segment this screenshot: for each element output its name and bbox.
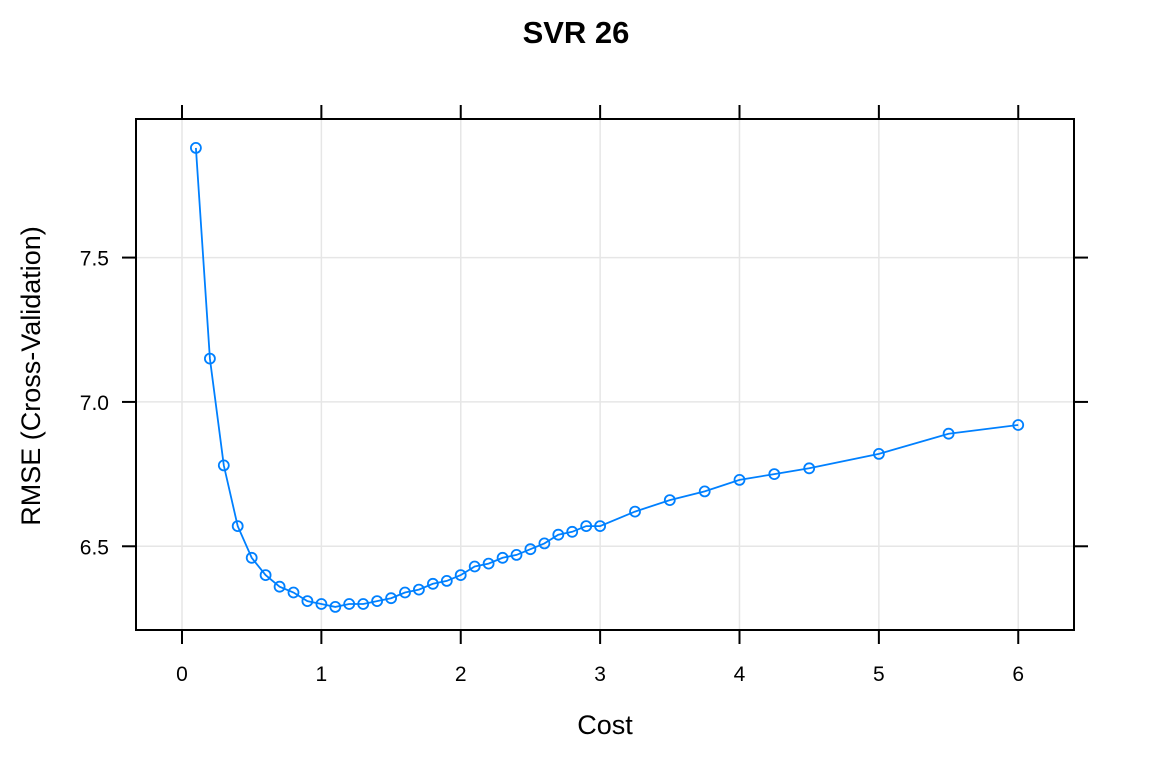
x-tick-label: 3 <box>594 663 606 686</box>
data-point <box>698 485 711 498</box>
x-tick-label: 0 <box>176 663 188 686</box>
x-tick-label: 6 <box>1012 663 1024 686</box>
data-point <box>343 598 356 610</box>
series-layer <box>189 141 1025 613</box>
data-point <box>426 577 439 590</box>
data-point <box>1012 419 1025 431</box>
data-point <box>942 427 955 440</box>
data-point <box>482 557 495 570</box>
data-point <box>733 473 746 486</box>
y-tick-label: 6.5 <box>80 536 109 559</box>
data-point <box>768 468 781 481</box>
tick-labels: 0 1 2 3 4 5 6 6.5 7.0 7.5 <box>80 248 1024 686</box>
axis-ticks <box>122 105 1088 644</box>
grid-lines <box>136 119 1074 630</box>
data-point <box>412 583 425 596</box>
chart-title: SVR 26 <box>523 15 630 50</box>
data-point <box>231 520 244 532</box>
data-point <box>496 551 509 564</box>
data-point <box>273 580 286 593</box>
x-tick-label: 2 <box>455 663 467 686</box>
data-point <box>468 560 481 573</box>
data-point <box>873 447 885 460</box>
data-point <box>399 586 411 599</box>
data-point <box>580 520 593 532</box>
data-point <box>552 528 565 541</box>
data-point <box>803 462 816 475</box>
data-point <box>301 595 314 607</box>
data-point <box>440 575 453 587</box>
data-point <box>371 595 384 607</box>
data-point <box>259 569 272 581</box>
data-point <box>663 494 676 507</box>
data-point <box>217 459 230 472</box>
data-point <box>315 598 328 610</box>
data-point <box>287 586 300 599</box>
data-point <box>594 520 606 532</box>
series-line <box>195 147 1019 608</box>
data-point <box>385 592 398 605</box>
data-point <box>357 598 370 610</box>
data-point <box>189 141 202 154</box>
data-point <box>566 525 579 538</box>
x-tick-label: 4 <box>734 663 746 686</box>
y-tick-label: 7.0 <box>80 392 109 415</box>
data-point <box>245 551 258 564</box>
x-tick-label: 5 <box>873 663 885 686</box>
data-point <box>524 543 537 556</box>
data-point <box>329 601 342 613</box>
x-axis-label: Cost <box>577 710 633 740</box>
y-axis-label: RMSE (Cross-Validation) <box>16 226 46 526</box>
plot-frame <box>135 118 1075 631</box>
data-point <box>538 537 551 550</box>
y-tick-label: 7.5 <box>80 248 109 271</box>
x-tick-label: 1 <box>316 663 328 686</box>
data-point <box>629 505 641 518</box>
data-point <box>510 549 523 561</box>
data-point <box>454 569 467 581</box>
data-point <box>203 352 216 365</box>
